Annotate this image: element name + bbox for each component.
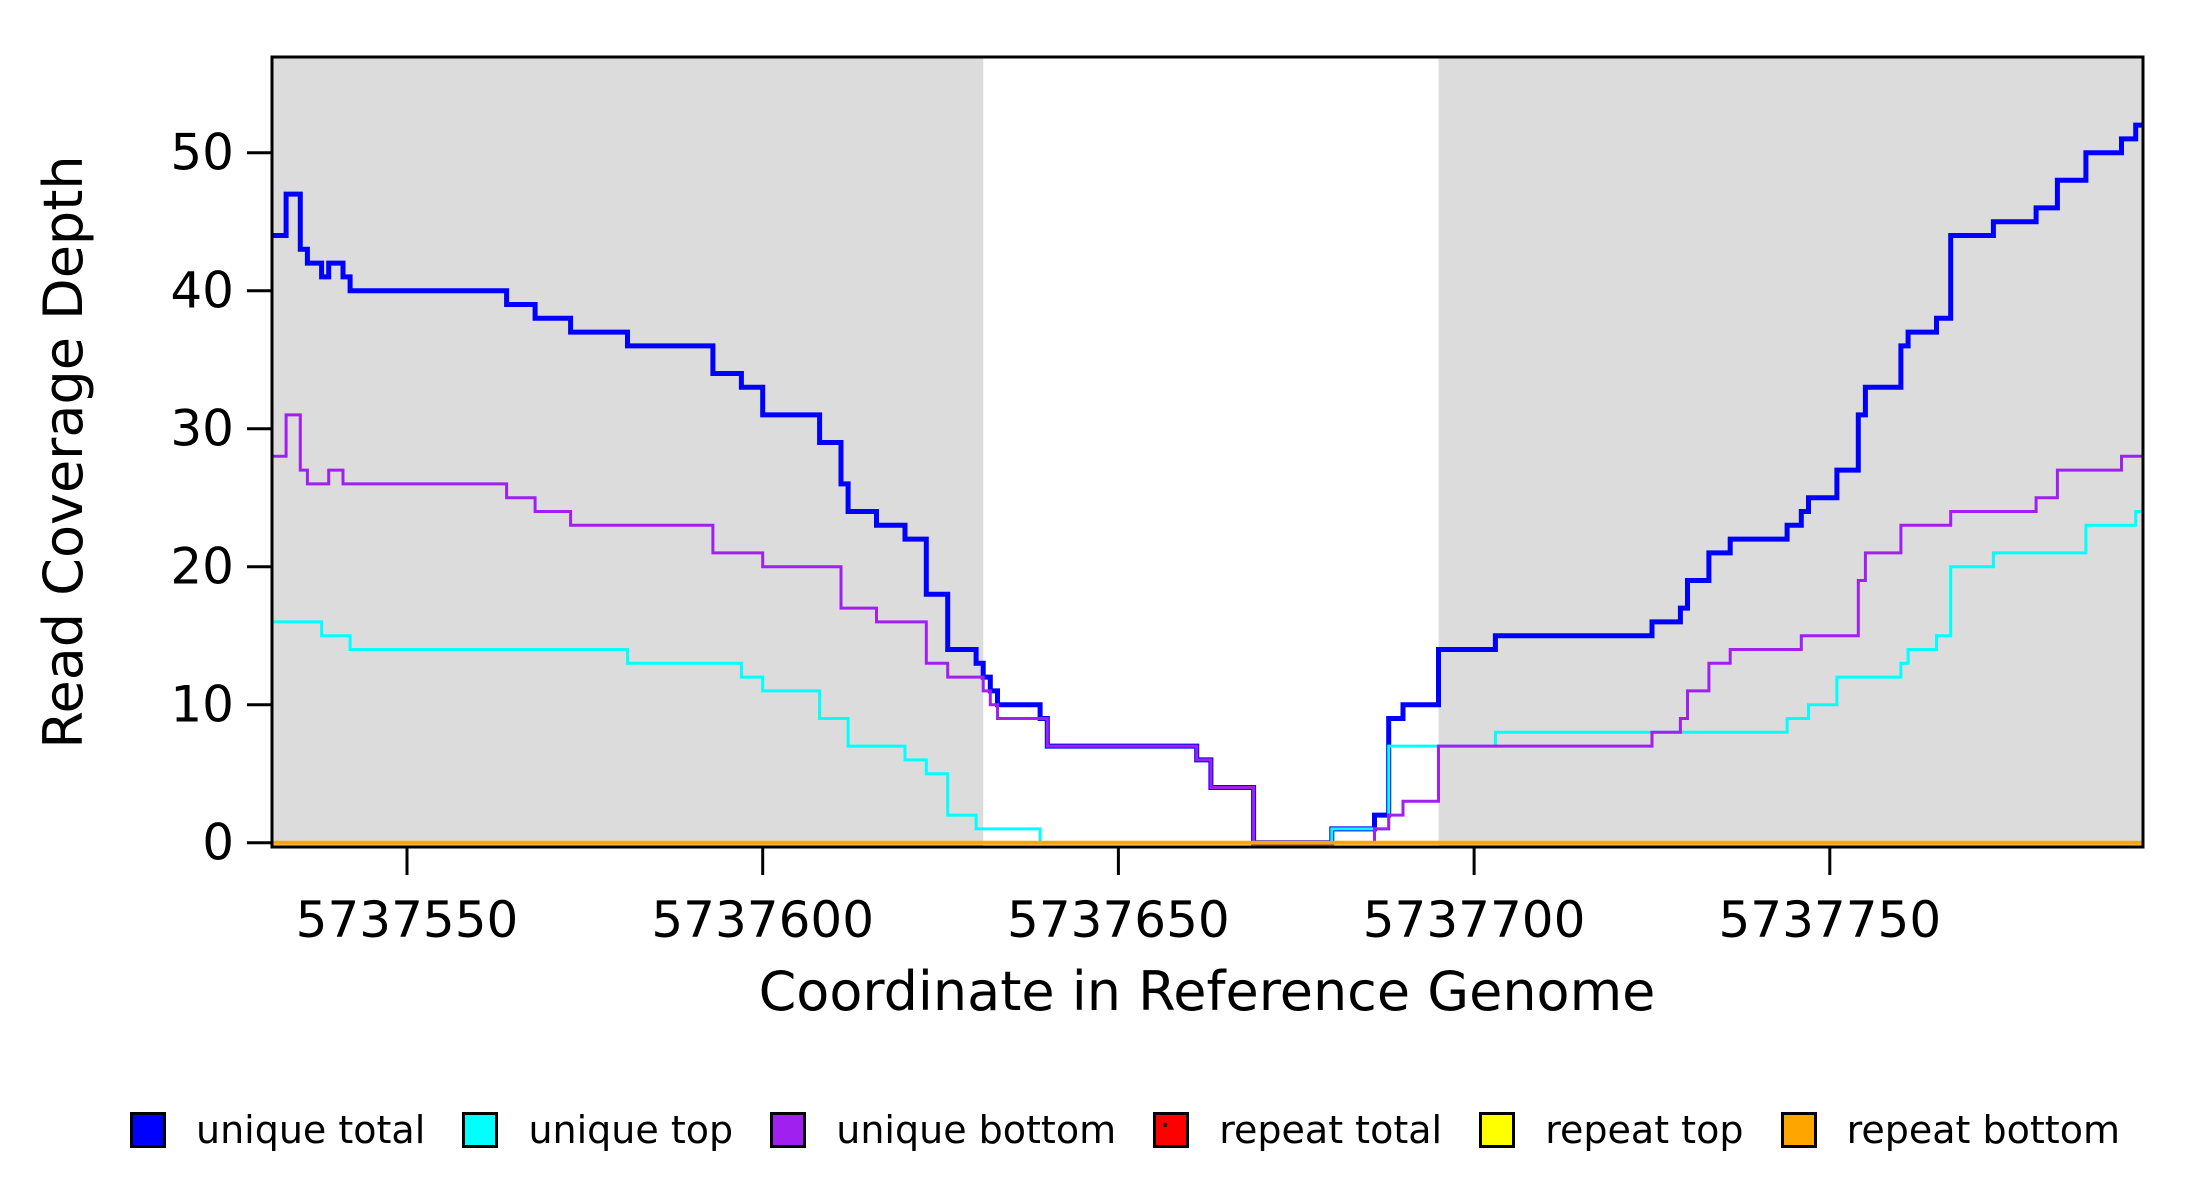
axes-group: 0 10 20 30 40 50 5737550 5737600 5737650 5737700 5…	[170, 124, 1941, 949]
legend-swatch-repeat-bottom	[1780, 1112, 1817, 1148]
stray-dot-mark: .	[1160, 1096, 1171, 1136]
masked-region-left	[271, 57, 984, 847]
legend-label: unique bottom	[836, 1108, 1117, 1152]
y-tick-label: 50	[170, 124, 234, 182]
x-tick-label: 5737600	[651, 891, 874, 949]
legend-item-unique-bottom: unique bottom	[770, 1108, 1116, 1152]
x-tick-label: 5737750	[1718, 891, 1941, 949]
legend-item-unique-top: unique top	[462, 1108, 733, 1152]
y-tick-label: 40	[170, 262, 234, 320]
y-tick-label: 10	[170, 676, 234, 734]
y-axis-title: Read Coverage Depth	[32, 155, 95, 748]
legend-label: repeat bottom	[1846, 1108, 2120, 1152]
legend-swatch-unique-top	[462, 1112, 499, 1148]
y-tick-label: 0	[202, 814, 234, 872]
legend-item-repeat-bottom: repeat bottom	[1780, 1108, 2120, 1152]
legend: unique total unique top unique bottom repea…	[130, 1088, 2120, 1172]
x-tick-label: 5737550	[296, 891, 519, 949]
series-unique-top	[271, 510, 2143, 845]
legend-swatch-repeat-top	[1479, 1112, 1516, 1148]
legend-item-repeat-total: repeat total	[1153, 1108, 1442, 1152]
masked-regions-group	[271, 57, 2143, 847]
legend-swatch-repeat-total	[1153, 1112, 1190, 1148]
series-group	[271, 122, 2143, 846]
series-unique-bottom	[271, 413, 2143, 845]
legend-label: repeat total	[1219, 1108, 1443, 1152]
legend-label: unique total	[196, 1108, 426, 1152]
y-tick-label: 20	[170, 538, 234, 596]
x-tick-label: 5737650	[1007, 891, 1230, 949]
plot-border-box	[270, 55, 2145, 849]
y-tick-label: 30	[170, 400, 234, 458]
legend-item-repeat-top: repeat top	[1479, 1108, 1743, 1152]
legend-label: unique top	[528, 1108, 734, 1152]
legend-label: repeat top	[1545, 1108, 1744, 1152]
legend-item-unique-total: unique total	[130, 1108, 425, 1152]
x-tick-label: 5737700	[1363, 891, 1586, 949]
masked-region-right	[1438, 57, 2143, 847]
x-axis-title: Coordinate in Reference Genome	[759, 960, 1656, 1023]
legend-swatch-unique-total	[130, 1112, 166, 1148]
legend-swatch-unique-bottom	[770, 1112, 807, 1148]
coverage-plot: 0 10 20 30 40 50 5737550 5737600 5737650 5737700 5…	[32, 55, 2145, 1023]
